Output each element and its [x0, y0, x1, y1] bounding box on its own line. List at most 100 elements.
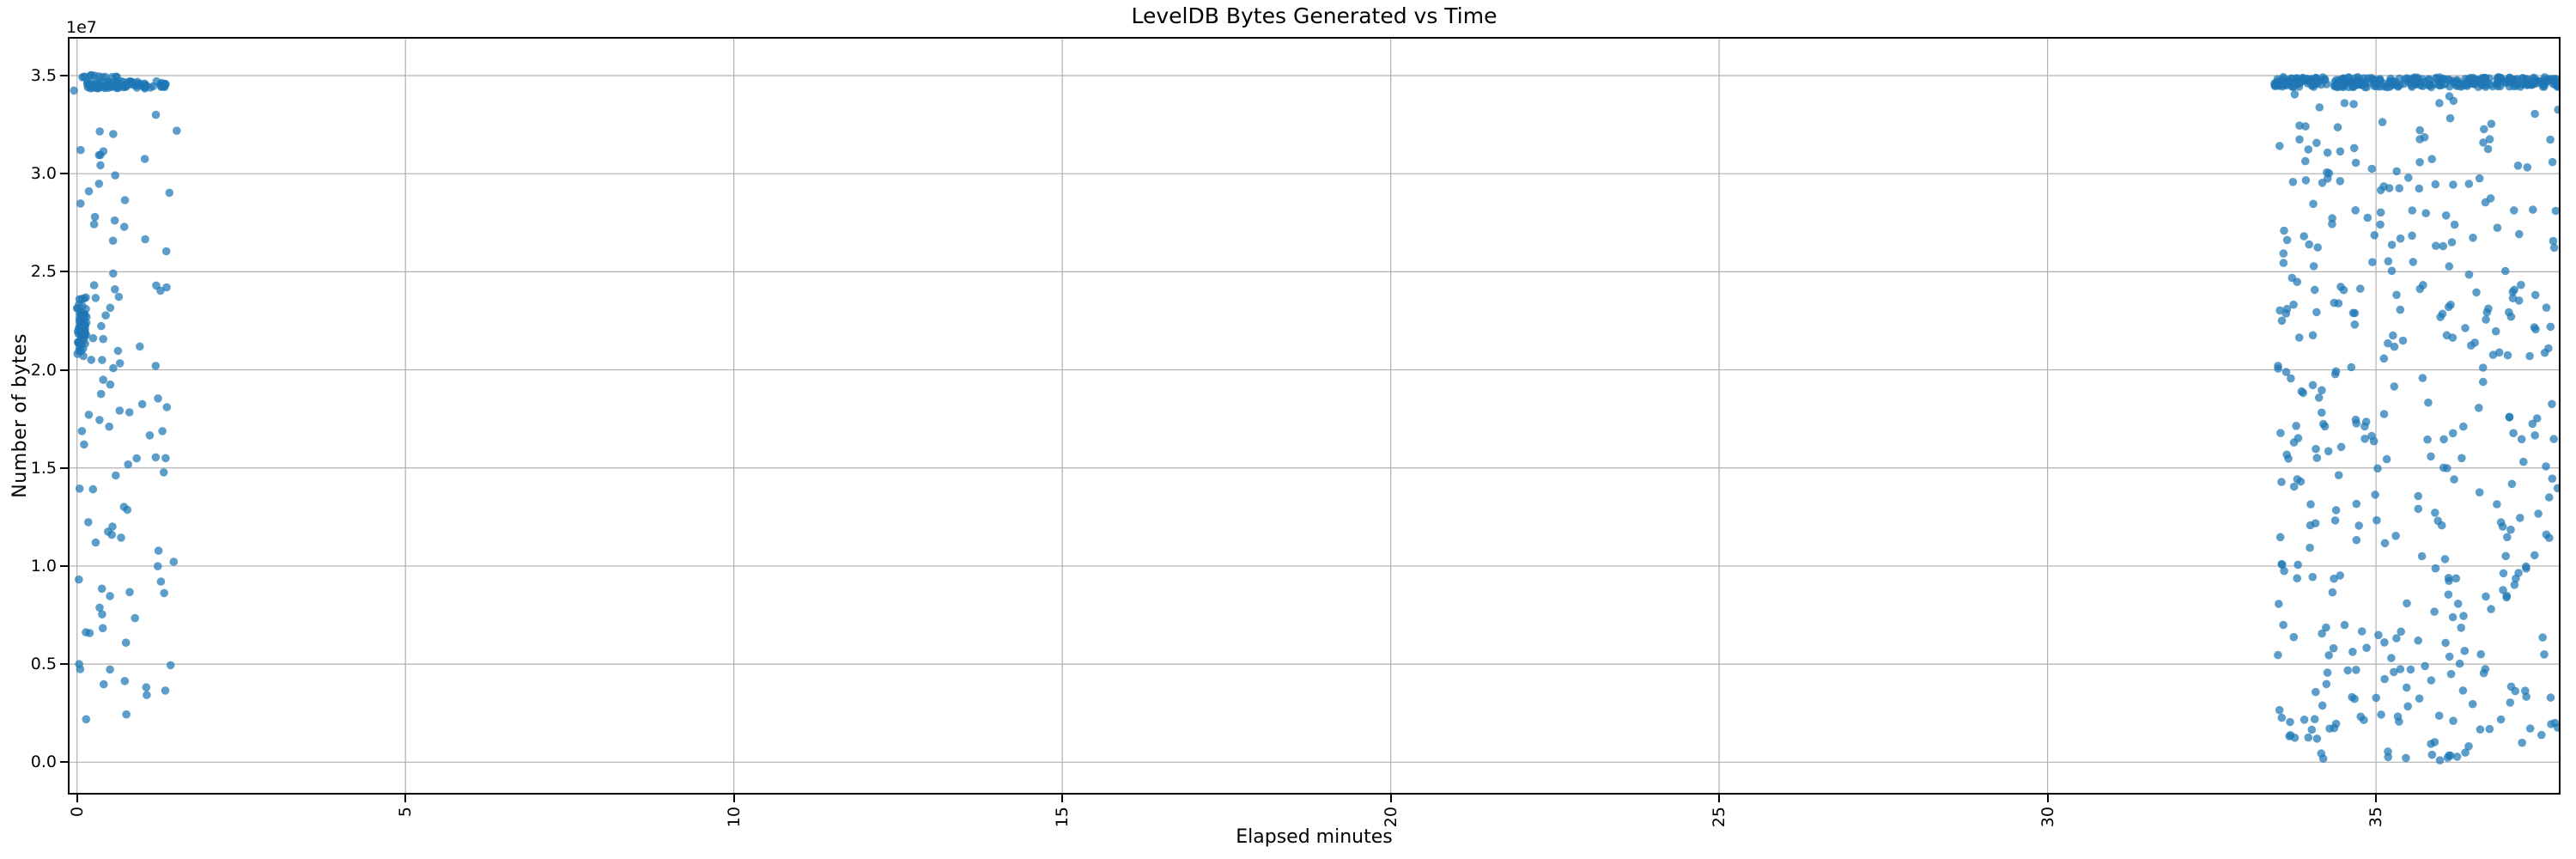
data-point [75, 484, 84, 493]
data-point [2308, 381, 2318, 390]
data-point [121, 638, 131, 647]
data-point [2396, 305, 2405, 314]
data-point [2530, 290, 2540, 300]
data-point [2399, 79, 2409, 88]
data-point [2328, 588, 2337, 597]
data-point [2499, 569, 2508, 578]
data-point [2371, 490, 2379, 499]
data-point [2362, 643, 2371, 652]
data-point [2517, 280, 2525, 289]
data-point [2336, 442, 2346, 452]
data-point [2468, 699, 2477, 709]
data-point [2379, 182, 2388, 191]
data-point [2488, 350, 2498, 359]
data-point [2296, 477, 2306, 486]
data-point [2389, 331, 2397, 340]
data-point [2315, 103, 2324, 112]
data-point [2415, 184, 2424, 193]
data-point [98, 610, 106, 618]
x-tick-label-text: 20 [1381, 807, 1400, 828]
data-point [141, 80, 150, 89]
data-point [2387, 241, 2397, 249]
data-point [154, 546, 163, 555]
data-point [2351, 206, 2360, 215]
data-point [2445, 262, 2454, 271]
data-point [2289, 632, 2299, 642]
data-point [105, 422, 113, 431]
data-point [2481, 73, 2489, 82]
data-point [2380, 674, 2389, 684]
data-point [2482, 315, 2490, 324]
data-point [95, 82, 105, 91]
data-point [2510, 206, 2518, 215]
x-axis-label: Elapsed minutes [1236, 826, 1393, 848]
data-point [2348, 648, 2357, 656]
data-point [2376, 208, 2385, 217]
data-point [2431, 80, 2439, 88]
data-point [2387, 266, 2397, 276]
data-point [2312, 138, 2321, 148]
data-point [2275, 306, 2284, 315]
data-point [2288, 178, 2298, 186]
x-tick-mark [1718, 795, 1721, 802]
data-point [2373, 464, 2382, 473]
data-point [2328, 220, 2336, 228]
data-point [2441, 638, 2450, 648]
data-point [2339, 285, 2348, 295]
data-point [2330, 516, 2340, 525]
data-point [2297, 387, 2306, 396]
data-point [2384, 338, 2392, 348]
data-point [2445, 113, 2455, 123]
data-point [166, 661, 175, 670]
data-point [2390, 342, 2399, 351]
data-point [2540, 650, 2549, 659]
data-point [2436, 313, 2445, 321]
data-point [2502, 593, 2511, 602]
data-point [124, 460, 132, 469]
x-tick-label-text: 0 [67, 807, 87, 818]
data-point [2275, 533, 2285, 542]
data-point [2501, 551, 2510, 561]
data-point [2444, 590, 2453, 599]
data-point [2450, 220, 2459, 229]
data-point [2312, 687, 2320, 697]
data-point [2317, 749, 2326, 758]
data-point [2439, 463, 2448, 472]
y-tick-label: 0.0 [30, 752, 57, 772]
data-point [2347, 362, 2356, 372]
data-point [2301, 176, 2311, 185]
data-point [2548, 474, 2557, 483]
data-point [2446, 669, 2456, 679]
data-point [2424, 398, 2433, 407]
data-point [2277, 713, 2287, 722]
y-tick-label: 1.5 [30, 458, 57, 478]
data-point [2507, 479, 2517, 489]
data-point [154, 562, 162, 570]
data-point [2508, 294, 2518, 303]
data-point [2415, 158, 2424, 167]
data-point [2427, 676, 2436, 685]
data-point [82, 715, 91, 724]
data-point [2525, 351, 2534, 361]
y-tick-label: 3.0 [30, 164, 57, 184]
data-point [2415, 694, 2424, 703]
data-point [141, 235, 149, 244]
data-point [97, 584, 106, 594]
data-point [99, 375, 107, 384]
data-point [2420, 133, 2429, 142]
data-point [2350, 320, 2360, 329]
data-point [2464, 180, 2474, 188]
data-point [2494, 73, 2503, 82]
data-point [2352, 535, 2361, 545]
data-point [2349, 143, 2359, 153]
data-point [2320, 76, 2330, 84]
data-point [2417, 551, 2427, 561]
data-point [88, 484, 98, 494]
data-point [2477, 80, 2487, 89]
data-point [2432, 73, 2441, 82]
data-point [2440, 555, 2450, 564]
data-point [2478, 363, 2488, 372]
data-point [2469, 75, 2478, 83]
data-point [2542, 462, 2550, 471]
data-point [74, 338, 83, 348]
